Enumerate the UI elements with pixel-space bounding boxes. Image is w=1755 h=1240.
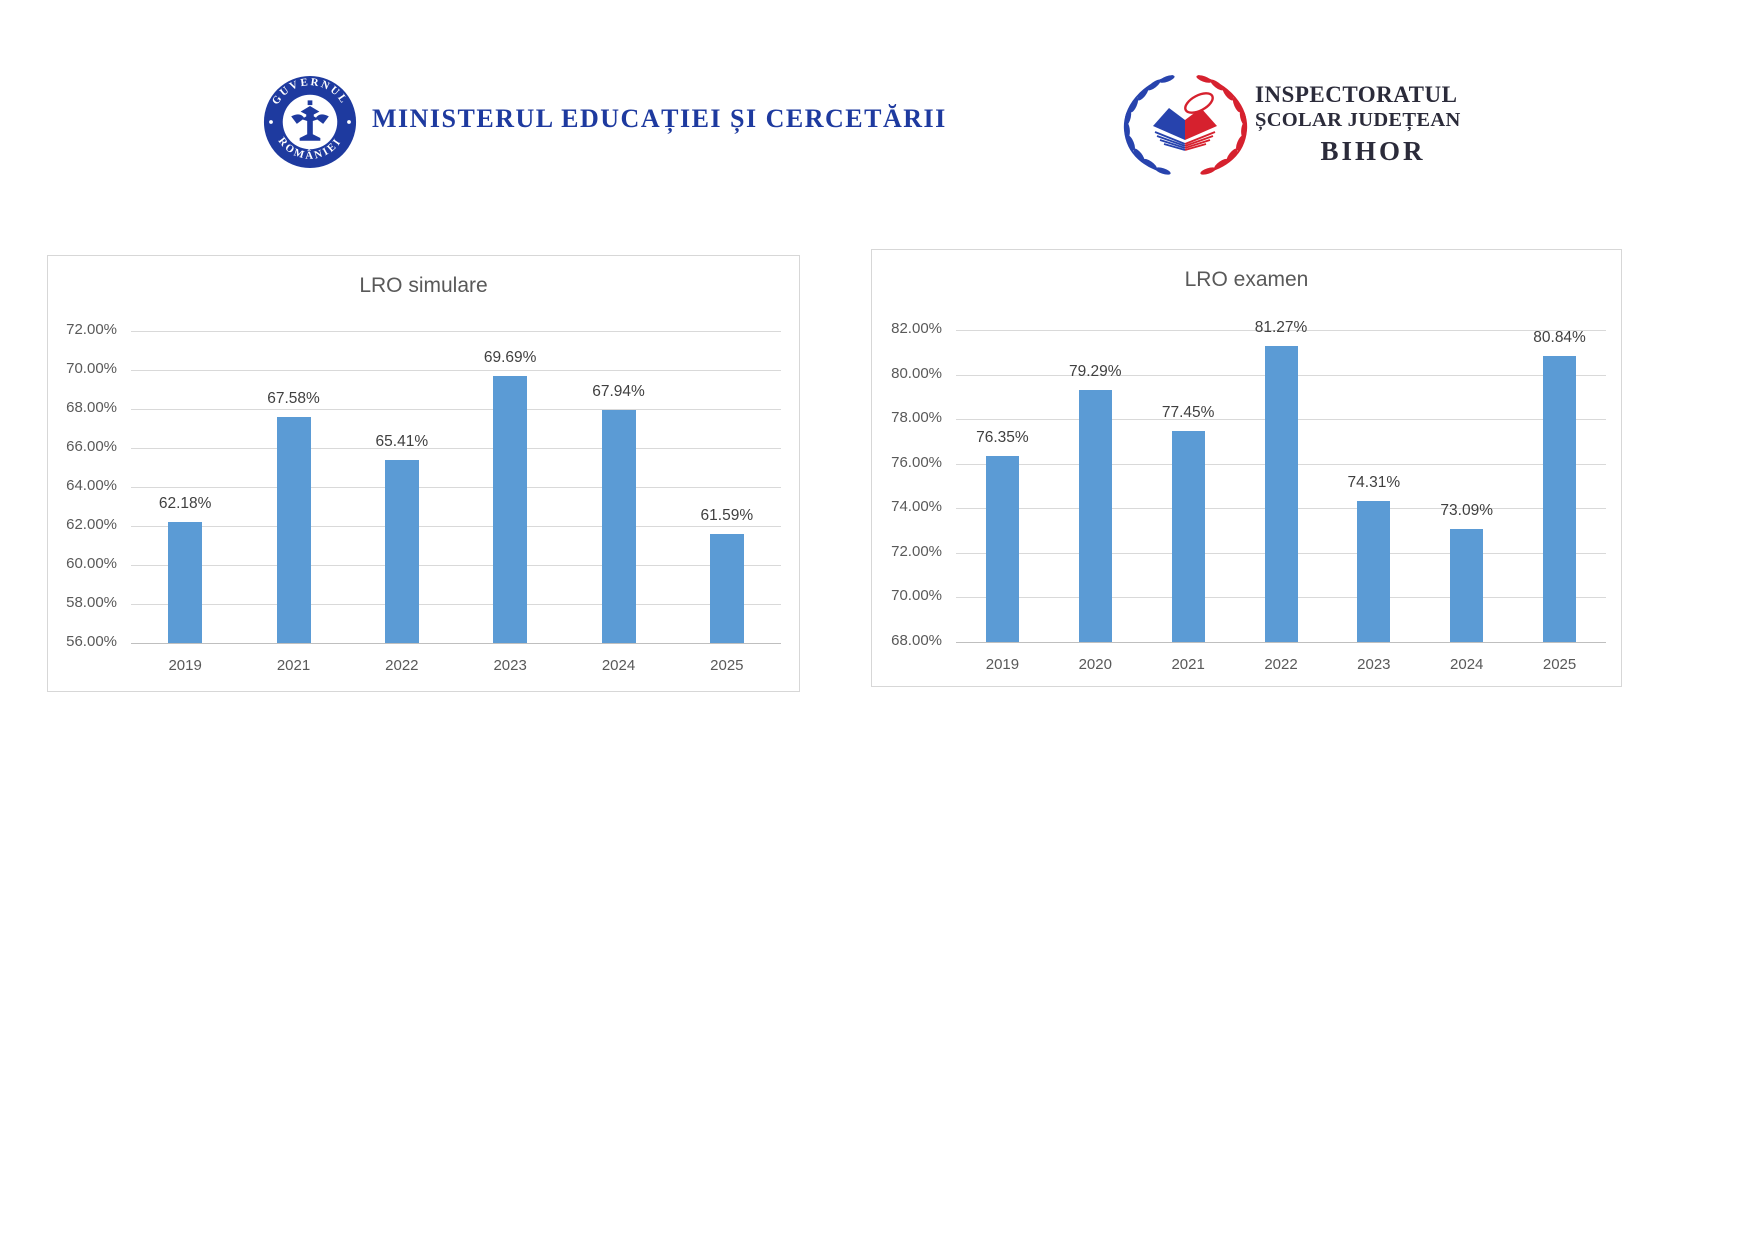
chart-lro-examen: LRO examen 82.00% 80.00% 78.00% 76.00% 74.00… <box>871 249 1622 687</box>
y-axis-tick-label: 68.00% <box>891 632 942 649</box>
bar-value-label: 79.29% <box>1068 363 1122 381</box>
y-axis-tick-label: 74.00% <box>891 498 942 516</box>
bar-value-label: 69.69% <box>483 349 537 367</box>
bar-2024 <box>1450 528 1484 642</box>
open-book-icon <box>1153 92 1217 151</box>
bar-value-label: 74.31% <box>1347 474 1401 492</box>
bar-value-label: 76.35% <box>976 428 1029 446</box>
bar-2020 <box>1078 390 1112 642</box>
inspectorate-logo-block: INSPECTORATUL ȘCOLAR JUDEȚEAN BIHOR <box>1113 70 1493 180</box>
y-axis-tick-label: 70.00% <box>891 587 942 605</box>
x-axis-category-label: 2025 <box>710 657 744 674</box>
bar-2021 <box>1171 431 1205 642</box>
coat-of-arms-icon <box>291 100 329 141</box>
gridline <box>131 487 781 488</box>
bar-value-label: 80.84% <box>1533 328 1586 346</box>
chart-title: LRO examen <box>1184 268 1309 291</box>
bar-2025 <box>709 533 744 643</box>
x-axis-category-label: 2022 <box>385 657 419 674</box>
laurel-book-icon <box>1123 75 1248 175</box>
x-axis-category-label: 2019 <box>985 656 1020 673</box>
bar-value-label: 67.94% <box>592 383 645 401</box>
y-axis-tick-label: 64.00% <box>66 477 117 494</box>
x-axis-category-label: 2022 <box>1264 656 1298 673</box>
government-seal-icon: GUVERNUL ROMÂNIEI <box>263 75 357 169</box>
x-axis-category-label: 2024 <box>1450 656 1484 673</box>
y-axis-tick-label: 56.00% <box>66 633 117 650</box>
x-axis-category-label: 2020 <box>1078 656 1112 673</box>
y-axis-tick-label: 58.00% <box>66 594 117 611</box>
bar-2019 <box>985 455 1019 642</box>
y-axis-tick-label: 72.00% <box>891 542 942 560</box>
bar-2025 <box>1543 355 1577 642</box>
chart-lro-simulare: LRO simulare 72.00% 70.00% 68.00% 66.00% 64.… <box>47 255 800 692</box>
y-axis-tick-label: 76.00% <box>891 453 942 471</box>
gridline <box>956 642 1606 643</box>
gridline <box>131 565 781 566</box>
gridline <box>956 330 1606 331</box>
x-axis-category-label: 2021 <box>1171 656 1205 673</box>
x-axis-category-label: 2024 <box>601 657 636 674</box>
gridline <box>131 370 781 371</box>
bar-2022 <box>384 459 419 643</box>
y-axis-tick-label: 72.00% <box>66 321 117 338</box>
gridline <box>131 643 781 644</box>
y-axis-tick-label: 62.00% <box>66 516 117 533</box>
x-axis-category-label: 2021 <box>276 657 311 674</box>
y-axis-tick-label: 66.00% <box>66 438 117 455</box>
bar-2022 <box>1264 346 1298 642</box>
y-axis-tick-label: 70.00% <box>66 360 117 377</box>
gridline <box>131 331 781 332</box>
y-axis-tick-label: 82.00% <box>891 320 942 337</box>
x-axis-category-label: 2023 <box>1357 656 1391 673</box>
y-axis-tick-label: 68.00% <box>66 399 117 416</box>
y-axis-tick-label: 60.00% <box>66 555 117 572</box>
bar-2019 <box>168 522 203 643</box>
inspectorate-line2: ȘCOLAR JUDEȚEAN <box>1255 109 1461 131</box>
bar-value-label: 62.18% <box>158 495 212 513</box>
gridline <box>131 604 781 605</box>
bar-2021 <box>276 417 311 643</box>
gridline <box>131 448 781 449</box>
gridline <box>131 409 781 410</box>
bar-value-label: 73.09% <box>1440 501 1493 519</box>
x-axis-category-label: 2023 <box>493 657 527 674</box>
bar-2023 <box>493 376 528 643</box>
chart-title: LRO simulare <box>359 274 488 297</box>
inspectorate-county: BIHOR <box>1320 136 1426 166</box>
x-axis-category-label: 2025 <box>1542 656 1577 673</box>
inspectorate-name: INSPECTORATUL ȘCOLAR JUDEȚEAN BIHOR <box>1255 82 1491 167</box>
bar-value-label: 67.58% <box>267 390 320 408</box>
y-axis-tick-label: 78.00% <box>891 409 942 427</box>
government-of-romania-seal: GUVERNUL ROMÂNIEI <box>263 75 357 169</box>
y-axis-tick-label: 80.00% <box>891 364 942 382</box>
ministry-name: MINISTERUL EDUCAȚIEI ȘI CERCETĂRII <box>372 104 947 133</box>
gridline <box>131 526 781 527</box>
bar-2023 <box>1357 501 1391 642</box>
inspectorate-line1: INSPECTORATUL <box>1255 82 1458 107</box>
bar-value-label: 65.41% <box>375 432 429 450</box>
bar-value-label: 61.59% <box>700 506 754 524</box>
bar-2024 <box>601 410 636 643</box>
bar-value-label: 81.27% <box>1254 319 1308 337</box>
x-axis-category-label: 2019 <box>168 657 202 674</box>
bar-value-label: 77.45% <box>1161 404 1215 422</box>
